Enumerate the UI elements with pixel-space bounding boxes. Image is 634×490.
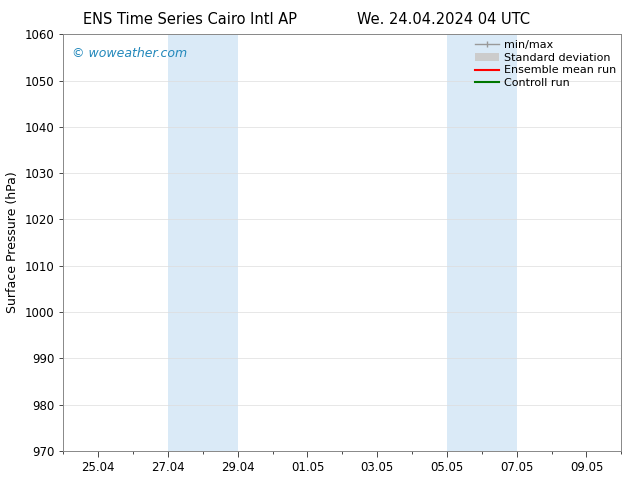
Text: © woweather.com: © woweather.com: [72, 47, 187, 60]
Bar: [168, 34, 238, 451]
Bar: [447, 34, 517, 451]
Legend: min/max, Standard deviation, Ensemble mean run, Controll run: min/max, Standard deviation, Ensemble me…: [471, 37, 619, 92]
Y-axis label: Surface Pressure (hPa): Surface Pressure (hPa): [6, 172, 19, 314]
Text: We. 24.04.2024 04 UTC: We. 24.04.2024 04 UTC: [358, 12, 530, 27]
Text: ENS Time Series Cairo Intl AP: ENS Time Series Cairo Intl AP: [83, 12, 297, 27]
